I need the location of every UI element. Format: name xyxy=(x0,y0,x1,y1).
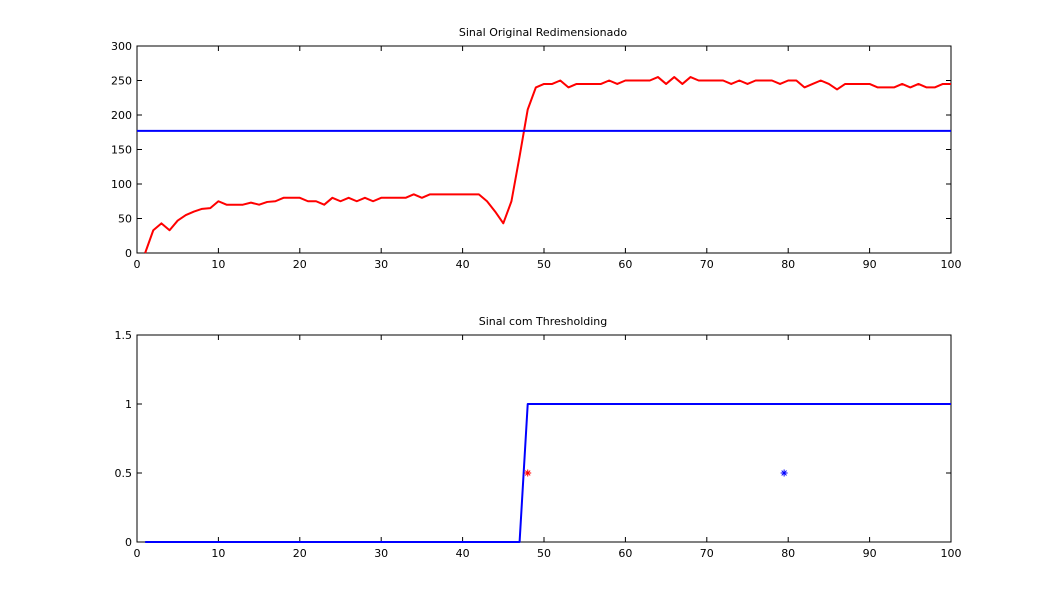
x-tick-label: 10 xyxy=(211,547,225,560)
y-tick-label: 200 xyxy=(111,109,132,122)
x-tick-label: 0 xyxy=(134,547,141,560)
plot-area xyxy=(136,45,952,254)
x-tick-label: 60 xyxy=(618,547,632,560)
series-line xyxy=(144,76,951,254)
y-tick-label: 1 xyxy=(125,398,132,411)
x-tick-label: 60 xyxy=(618,258,632,271)
x-tick-label: 50 xyxy=(537,258,551,271)
x-tick-label: 30 xyxy=(374,547,388,560)
y-tick-label: 50 xyxy=(118,213,132,226)
axes-bottom: Sinal com Thresholding 0 10 20 30 40 50 60 70 80… xyxy=(115,315,962,560)
x-tick-label: 40 xyxy=(456,258,470,271)
star-marker xyxy=(524,469,532,477)
axes-top: Sinal Original Redimensionado 0 10 20 30 40 5… xyxy=(111,26,962,271)
y-tick-label: 0.5 xyxy=(115,467,133,480)
x-tick-label: 70 xyxy=(700,547,714,560)
x-tick-label: 30 xyxy=(374,258,388,271)
x-tick-label: 20 xyxy=(293,258,307,271)
x-tick-label: 10 xyxy=(211,258,225,271)
x-tick-label: 80 xyxy=(781,547,795,560)
x-tick-label: 0 xyxy=(134,258,141,271)
series-line xyxy=(145,403,951,543)
plot-area xyxy=(136,334,952,543)
x-tick-label: 90 xyxy=(863,258,877,271)
x-tick-label: 70 xyxy=(700,258,714,271)
y-tick-label: 150 xyxy=(111,144,132,157)
x-tick-label: 80 xyxy=(781,258,795,271)
plot-title: Sinal com Thresholding xyxy=(479,315,608,328)
y-tick-label: 0 xyxy=(125,247,132,260)
y-tick-label: 250 xyxy=(111,75,132,88)
x-tick-label: 100 xyxy=(941,258,962,271)
y-tick-label: 300 xyxy=(111,40,132,53)
y-tick-label: 100 xyxy=(111,178,132,191)
y-tick-label: 0 xyxy=(125,536,132,549)
x-tick-label: 20 xyxy=(293,547,307,560)
x-tick-label: 50 xyxy=(537,547,551,560)
plot-title: Sinal Original Redimensionado xyxy=(459,26,627,39)
x-tick-label: 100 xyxy=(941,547,962,560)
star-marker xyxy=(780,469,788,477)
x-tick-label: 90 xyxy=(863,547,877,560)
x-tick-label: 40 xyxy=(456,547,470,560)
y-tick-label: 1.5 xyxy=(115,329,133,342)
